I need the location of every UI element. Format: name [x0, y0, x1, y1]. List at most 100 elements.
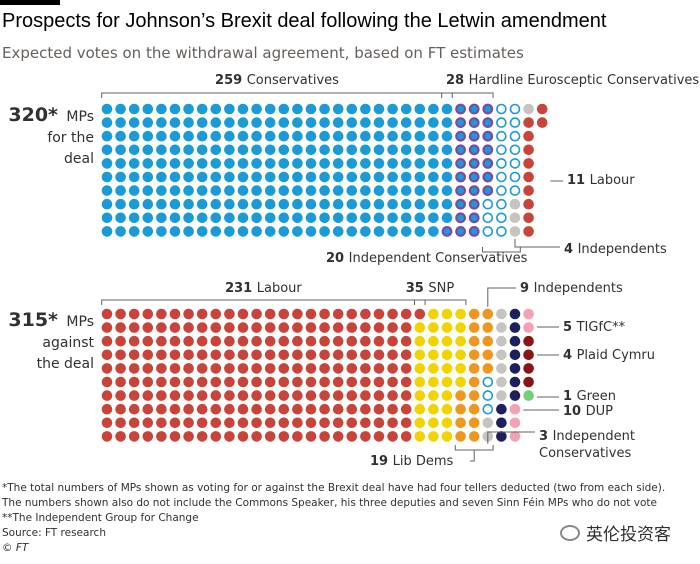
- dot: [468, 185, 480, 197]
- dot: [210, 185, 222, 196]
- dot: [183, 198, 194, 210]
- bracket-line: [482, 247, 521, 253]
- dot: [455, 335, 466, 347]
- dot: [251, 117, 262, 128]
- bracket-line: [101, 299, 426, 305]
- dot: [101, 198, 113, 210]
- label-plaid-cymru: 4 Plaid Cymru: [536, 348, 655, 363]
- dot: [278, 308, 290, 320]
- dot: [509, 130, 521, 142]
- dot: [101, 431, 113, 442]
- dot: [523, 171, 534, 183]
- dot: [156, 171, 167, 183]
- dot: [509, 103, 521, 115]
- dot: [360, 130, 371, 142]
- dot: [441, 403, 453, 415]
- dot: [142, 158, 154, 169]
- dot: [346, 417, 358, 429]
- dot: [305, 390, 317, 401]
- dot: [237, 308, 249, 320]
- dot: [482, 144, 494, 156]
- dot: [346, 363, 358, 374]
- dot: [332, 363, 344, 374]
- dot: [468, 431, 480, 442]
- dot: [400, 144, 412, 156]
- dot: [169, 335, 181, 347]
- dot: [251, 363, 262, 374]
- dot: [346, 226, 358, 237]
- dot: [292, 431, 303, 442]
- dot: [455, 144, 467, 156]
- dot: [128, 158, 140, 169]
- dot: [183, 363, 194, 374]
- dot: [305, 212, 317, 224]
- dot: [414, 390, 426, 401]
- dot: [237, 335, 249, 347]
- dot: [360, 198, 371, 210]
- dot: [156, 158, 167, 169]
- dot: [400, 376, 412, 388]
- dot: [305, 349, 317, 361]
- dot: [183, 185, 194, 196]
- dot: [360, 322, 371, 333]
- dot: [496, 198, 507, 210]
- dot: [278, 171, 290, 183]
- dot: [264, 403, 276, 415]
- dot: [387, 349, 398, 361]
- dot: [224, 349, 235, 361]
- dot: [468, 225, 480, 237]
- dot: [183, 335, 194, 347]
- dot: [169, 144, 181, 156]
- dot: [468, 417, 480, 429]
- dot: [128, 130, 140, 142]
- dot: [523, 335, 534, 347]
- dots-hardline-eurosceptic-conservatives: [441, 103, 494, 237]
- dot: [264, 308, 276, 320]
- dot: [509, 390, 521, 401]
- dots-snp: [414, 308, 466, 442]
- dot: [509, 349, 521, 361]
- dot: [128, 308, 140, 320]
- dot: [264, 431, 276, 442]
- dot: [360, 226, 371, 237]
- dot: [183, 403, 194, 415]
- dot: [292, 158, 303, 169]
- dot: [264, 226, 276, 237]
- dot: [468, 198, 480, 210]
- dot: [210, 322, 222, 333]
- dot: [400, 130, 412, 142]
- dot: [387, 158, 398, 169]
- label-independents: 4 Independents: [514, 238, 667, 257]
- dot: [319, 376, 330, 388]
- brand-bar: [0, 0, 60, 5]
- dot: [224, 335, 235, 347]
- dot: [332, 185, 344, 196]
- dot: [128, 403, 140, 415]
- dot: [496, 144, 507, 156]
- dot: [428, 322, 439, 333]
- group-label: 10 DUP: [563, 404, 613, 419]
- dot: [496, 130, 507, 142]
- dot: [468, 376, 480, 388]
- dot: [237, 144, 249, 156]
- dot: [156, 103, 167, 115]
- dot: [196, 417, 208, 429]
- dot: [305, 403, 317, 415]
- dot: [523, 198, 534, 210]
- dot: [346, 403, 358, 415]
- dot: [169, 349, 181, 361]
- dot: [278, 403, 290, 415]
- dot: [237, 198, 249, 210]
- dot: [441, 390, 453, 401]
- dot: [169, 117, 181, 128]
- dot: [346, 158, 358, 169]
- dot: [468, 103, 480, 115]
- dot: [305, 171, 317, 183]
- dot: [264, 130, 276, 142]
- dot: [400, 322, 412, 333]
- dot: [264, 198, 276, 210]
- dot: [400, 212, 412, 224]
- dot: [373, 185, 385, 196]
- dot: [292, 185, 303, 196]
- dot: [264, 185, 276, 196]
